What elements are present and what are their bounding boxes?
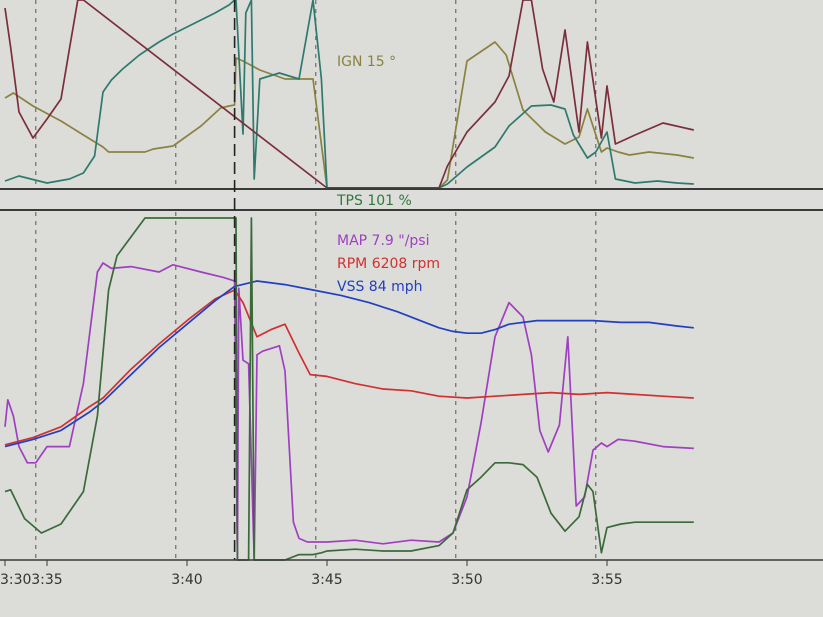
x-tick-label-3-45: 3:45 [311, 572, 342, 588]
ign-readout: IGN 15 ° [337, 54, 396, 70]
upper-series-trace-2-line [4, 0, 694, 189]
lower-panel-grid [35, 212, 597, 560]
tps-banner-bar [0, 188, 823, 210]
vss-readout: VSS 84 mph [337, 279, 422, 295]
tps-readout: TPS 101 % [336, 193, 412, 209]
lower-series-rpm-line [4, 289, 694, 446]
lower-series-map-line [4, 262, 694, 561]
map-readout: MAP 7.9 "/psi [337, 233, 430, 249]
x-tick-label-3-50: 3:50 [451, 572, 482, 588]
rpm-readout: RPM 6208 rpm [337, 256, 440, 272]
lower-panel-series [4, 217, 694, 561]
x-tick-label-3-55: 3:55 [591, 572, 622, 588]
upper-series-trace-3-line [4, 0, 694, 189]
lower-series-trace-4-line [4, 217, 694, 561]
x-tick-label-3-40: 3:40 [171, 572, 202, 588]
upper-panel-grid [35, 0, 597, 188]
lower-series-vss-line [4, 280, 694, 448]
time-axis-ticks: 3:30 3:35 3:40 3:45 3:50 3:55 [0, 560, 623, 588]
x-tick-label-3-35: 3:35 [31, 572, 62, 588]
upper-panel-series [4, 0, 694, 189]
x-tick-label-3-30: 3:30 [0, 572, 31, 588]
